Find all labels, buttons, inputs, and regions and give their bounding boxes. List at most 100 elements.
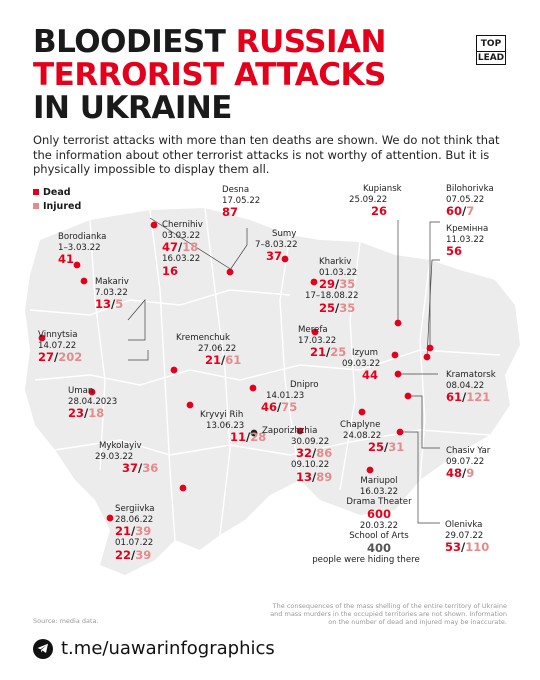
leader-olenivka [400, 431, 440, 524]
count: 400 [366, 540, 391, 555]
date: 30.09.22 [291, 436, 330, 447]
label-olenivka: Olenivka 29.07.22 53/110 [445, 520, 490, 554]
ukraine-territory [25, 208, 520, 575]
injured-count: 35 [339, 300, 356, 315]
city-name: Bilohorivka [446, 184, 494, 194]
city-name: Kupiansk [363, 184, 402, 194]
label-makariv: Makariv 7.03.22 13/5 [95, 277, 129, 311]
marker-kreminna [423, 353, 431, 361]
marker-mykolayiv [179, 484, 187, 492]
legend-dead-label: Dead [43, 186, 71, 198]
leader-desna [229, 228, 248, 271]
dead-count: 53 [445, 540, 462, 554]
date: 28.06.22 [115, 514, 154, 525]
telegram-link[interactable]: t.me/uawarinfographics [33, 638, 275, 659]
label-merefa: Merefa 17.03.22 21/25 [298, 325, 347, 359]
label-izyum: Izyum 09.03.22 44 [342, 348, 380, 382]
date: 27.06.22 [198, 343, 237, 354]
marker-olenivka [396, 428, 404, 436]
label-kupiansk: Kupiansk 25.09.22 26 [349, 184, 402, 218]
city-name: Chaplyne [340, 420, 381, 430]
marker-kramatorsk [394, 370, 402, 378]
date: 20.03.22 [359, 520, 399, 531]
injured-count: 28 [250, 430, 267, 444]
injured-count: 110 [465, 540, 490, 554]
label-zaporizhzhia: Zaporizhzhia 30.09.22 32/86 09.10.22 13/… [262, 426, 333, 484]
date: 11.03.22 [446, 234, 485, 245]
label-chaplyne: Chaplyne 24.08.22 25/31 [340, 420, 405, 454]
leader-kreminna [426, 259, 440, 358]
dead-count: 23 [68, 406, 85, 420]
legend-injured-label: Injured [43, 200, 82, 212]
telegram-url[interactable]: t.me/uawarinfographics [61, 638, 275, 659]
date: 14.07.22 [38, 340, 77, 351]
marker-sergiivka [106, 514, 114, 522]
marker-dnipro [249, 384, 257, 392]
dead-count: 16 [162, 263, 179, 278]
date: 03.03.22 [162, 230, 201, 241]
label-borodianka: Borodianka 1–3.03.22 41 [58, 232, 106, 266]
dead-count: 32 [296, 446, 313, 460]
marker-sumy [281, 255, 289, 263]
leader-vinnytsia [128, 350, 149, 361]
label-vinnytsia: Vinnytsia 14.07.22 27/202 [38, 330, 83, 364]
logo-top-text: TOP [480, 39, 502, 49]
date: 09.03.22 [342, 358, 381, 369]
date: 17–18.08.22 [305, 291, 359, 301]
dead-count: 11 [230, 430, 247, 444]
city-markers [38, 221, 434, 522]
dead-count: 21 [205, 353, 222, 367]
marker-bilohorivka [426, 344, 434, 352]
city-name: Sumy [272, 229, 297, 239]
dead-count: 25 [319, 300, 336, 315]
dead-swatch [33, 189, 39, 195]
injured-count: 202 [58, 350, 83, 364]
dead-count: 41 [58, 252, 75, 266]
city-name: Кремінна [446, 224, 489, 234]
label-bilohorivka: Bilohorivka 07.05.22 60/7 [446, 184, 494, 218]
injured-count: 7 [466, 204, 475, 218]
label-desna: Desna 17.05.22 87 [222, 185, 260, 219]
date: 09.10.22 [291, 460, 330, 470]
city-name: Sergiivka [115, 504, 155, 514]
city-name: Kharkiv [319, 257, 352, 267]
dead-count: 21 [115, 524, 132, 538]
marker-borodianka [73, 261, 81, 269]
legend: Dead Injured [33, 185, 81, 213]
city-name: Desna [222, 185, 250, 195]
city-name: Kramatorsk [446, 370, 496, 380]
injured-count: 75 [281, 400, 298, 414]
injured-count: 39 [135, 524, 152, 538]
note: people were hiding there [312, 554, 420, 565]
date: 08.04.22 [446, 380, 485, 391]
city-name: Merefa [298, 325, 328, 335]
date: 29.07.22 [445, 530, 484, 541]
label-chasiv-yar: Chasiv Yar 09.07.22 48/9 [446, 446, 491, 480]
date: 1–3.03.22 [58, 242, 101, 253]
date: 13.06.23 [206, 420, 245, 431]
marker-makariv [80, 277, 88, 285]
marker-chaplyne [358, 408, 366, 416]
city-name: Mykolayiv [99, 441, 142, 451]
leader-chernihiv [149, 217, 233, 271]
leader-bilohorivka [429, 221, 440, 348]
injured-count: 5 [115, 297, 124, 311]
injured-count: 18 [182, 240, 199, 254]
dead-count: 56 [446, 244, 463, 258]
dead-count: 27 [38, 350, 55, 364]
injured-count: 31 [388, 440, 405, 454]
marker-zaporizhzhia [250, 429, 258, 437]
marker-mariupol [366, 466, 374, 474]
date: 14.01.23 [266, 390, 305, 401]
legend-injured: Injured [33, 199, 81, 213]
dead-count: 26 [371, 204, 388, 218]
marker-izyum [391, 351, 399, 359]
leader-chasiv [408, 395, 440, 449]
marker-zaporizhzhia-2 [296, 427, 304, 435]
injured-count: 36 [142, 461, 159, 475]
city-name: Dnipro [290, 380, 319, 390]
label-kramatorsk: Kramatorsk 08.04.22 61/121 [446, 370, 496, 404]
city-name: Olenivka [445, 520, 483, 530]
date: 17.05.22 [222, 195, 261, 206]
label-mykolayiv: Mykolayiv 29.03.22 37/36 [95, 441, 159, 475]
